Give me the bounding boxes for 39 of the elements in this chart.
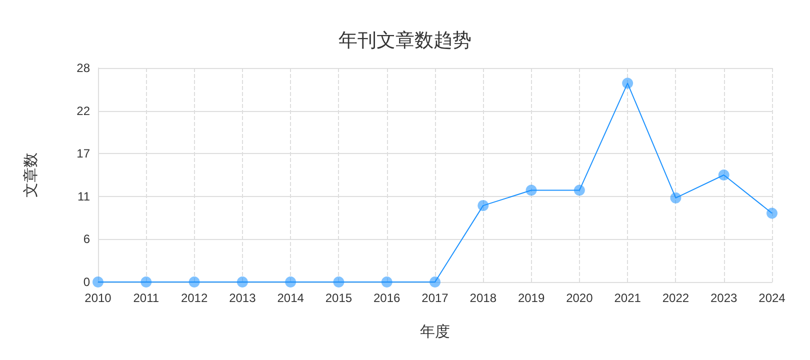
x-tick-label: 2020 xyxy=(566,291,594,305)
y-tick-label: 17 xyxy=(76,146,90,161)
y-tick-label: 22 xyxy=(76,104,90,118)
point xyxy=(236,276,248,288)
x-tick-label: 2011 xyxy=(133,291,160,305)
point xyxy=(478,200,489,212)
y-tick-label: 6 xyxy=(83,232,90,246)
point xyxy=(188,276,200,288)
point xyxy=(140,276,152,288)
point xyxy=(670,192,682,204)
chart-title: 年刊文章数趋势 xyxy=(338,30,472,52)
x-tick-label: 2019 xyxy=(518,291,545,305)
y-tick-label: 0 xyxy=(83,275,90,289)
x-tick-label: 2010 xyxy=(84,291,112,305)
point xyxy=(381,276,392,288)
x-tick-label: 2012 xyxy=(180,291,208,305)
x-axis-title: 年度 xyxy=(420,322,450,340)
x-tick-label: 2021 xyxy=(614,291,642,305)
point xyxy=(622,78,634,89)
point xyxy=(92,276,104,288)
point xyxy=(285,276,296,288)
x-tick-label: 2014 xyxy=(277,291,304,305)
point xyxy=(718,170,730,180)
x-tick-label: 2018 xyxy=(470,291,497,305)
x-tick-label: 2016 xyxy=(374,291,401,305)
point xyxy=(574,184,585,196)
x-tick-label: 2023 xyxy=(710,291,738,305)
y-tick-label: 28 xyxy=(76,61,90,75)
point xyxy=(430,276,440,288)
x-tick-label: 2017 xyxy=(422,291,449,305)
x-tick-label: 2022 xyxy=(662,291,690,305)
x-tick-label: 2015 xyxy=(325,291,352,305)
point xyxy=(526,184,537,196)
x-tick-label: 2013 xyxy=(229,291,256,305)
y-axis-title: 文章数 xyxy=(22,152,40,198)
point xyxy=(333,276,344,288)
x-tick-label: 2024 xyxy=(758,291,786,305)
y-tick-label: 11 xyxy=(78,189,90,204)
point xyxy=(766,208,778,219)
